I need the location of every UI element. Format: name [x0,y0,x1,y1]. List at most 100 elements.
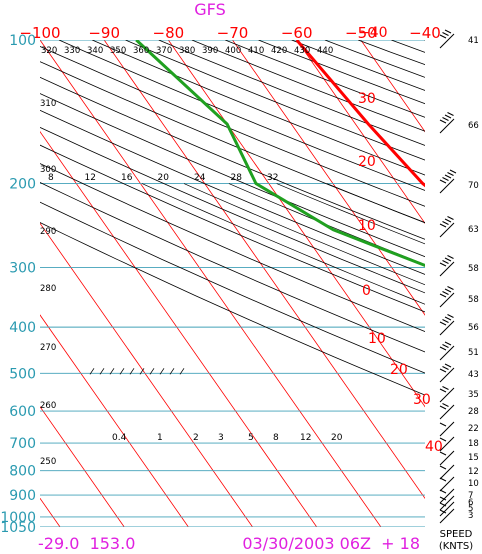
wind-barb-feather [439,119,447,124]
isotherm-line [360,40,425,133]
wind-barb-feather [442,403,449,407]
moist-adiabat [276,183,425,245]
wind-speed-label: 35 [468,390,479,400]
theta-side-label: 290 [40,227,56,237]
wind-barb-staff [439,450,455,466]
wind-speed-label: 5 [468,504,473,514]
isotherm-line [40,405,125,527]
wind-barb-feather [442,177,449,181]
wind-barb-feather [439,293,447,298]
wind-barb-staff [439,464,455,480]
dry-adiabat-lines [40,40,425,396]
wind-barb-feather [439,422,447,427]
temperature-tick-label: −80 [153,24,185,42]
wind-barb-feather [439,223,447,228]
wind-speed-label: 43 [468,370,479,380]
wind-barb-feather [444,174,452,179]
mixing-ratio-label: 32 [267,173,278,183]
level-mark [89,368,95,375]
footer-valid-time: 03/30/2003 06Z + 18 [242,534,420,553]
wind-barb-feather [442,117,449,121]
level-mark [159,368,165,375]
mixing-ratio-label: 2 [193,433,199,443]
chart-title: GFS [194,0,225,19]
wind-speed-label: 70 [468,181,479,191]
skewed-temperature-label: −40 [358,25,388,41]
wind-speed-label: 58 [468,264,479,274]
wind-barb-feather [439,465,447,470]
wind-barb-feather [444,29,452,34]
pressure-tick-label: 600 [9,404,36,420]
temperature-tick-label: −90 [88,24,120,42]
wind-barb-feather [439,451,447,456]
pressure-tick-label: 300 [9,261,36,277]
theta-label: 370 [156,46,172,56]
wind-barb-feather [439,321,447,326]
theta-side-label: 270 [40,343,56,353]
theta-label: 430 [294,46,310,56]
wind-barb-feather [439,405,447,410]
wind-barb-feather [439,262,447,267]
theta-side-label: 280 [40,284,56,294]
moist-adiabat-lines [141,183,425,305]
wind-barb-staff [439,222,455,238]
mixing-ratio-label: 3 [218,433,224,443]
wind-speed-label: 56 [468,323,479,333]
wind-barb-staff [439,345,455,361]
temperature-tick-label: −100 [19,24,60,42]
mixing-ratio-label: 8 [48,173,54,183]
wind-barb-staff [439,261,455,277]
wind-barb-feather [444,257,452,262]
dry-adiabat [40,163,425,332]
wind-barb-feather [439,502,447,507]
skewed-temperature-label: 10 [358,218,376,234]
wind-barb-feather [444,114,452,119]
skewed-temperature-label: 40 [425,439,443,455]
dry-adiabat [125,40,425,161]
wind-speed-label: 15 [468,453,479,463]
mixing-ratio-label: 16 [121,173,133,183]
isotherm-line [40,222,253,527]
dry-adiabat [40,222,425,396]
isotherm-line [40,130,318,527]
level-mark [149,368,155,375]
wind-barb-feather [439,489,447,494]
wind-barb-feather [447,216,454,220]
temperature-profile-line [295,40,425,188]
profiles [135,40,425,268]
wind-barb-staff [439,387,455,403]
wind-barb-staff [439,292,455,308]
temperature-tick-label: −50 [345,24,377,42]
wind-barb-staff [439,367,455,383]
dry-adiabat [191,40,425,132]
dry-adiabat [158,40,425,146]
theta-label: 390 [202,46,218,56]
temperature-tick-label: −40 [409,24,441,42]
wind-barb-feather [442,344,449,348]
wind-barb-feather [444,288,452,293]
mixing-ratio-label: 28 [231,173,243,183]
skewed-temperature-label: 30 [413,392,431,408]
wind-speed-label: 22 [468,424,479,434]
dry-adiabat [40,126,425,294]
wind-barb-feather [447,314,454,318]
wind-barb-staff [439,33,455,49]
mixing-ratio-label: 1 [157,433,163,443]
theta-label: 440 [317,46,333,56]
wind-barb-feather [439,34,447,39]
wind-barb-feather [439,509,447,514]
wind-barb-feather [444,316,452,321]
speed-label: SPEED [440,529,473,540]
pressure-tick-label: 400 [9,320,36,336]
dry-adiabat [40,144,425,313]
dry-adiabat [40,45,425,207]
dry-adiabat [92,40,425,176]
mixing-ratio-label: 8 [273,433,279,443]
pressure-tick-label: 500 [9,366,36,382]
theta-label: 410 [248,46,264,56]
wind-speed-label: 63 [468,225,479,235]
footer-surface-values: -29.0 153.0 [38,534,135,553]
wind-speed-label: 51 [468,348,479,358]
wind-speed-label: 3 [468,511,473,521]
dry-adiabat [40,109,425,275]
